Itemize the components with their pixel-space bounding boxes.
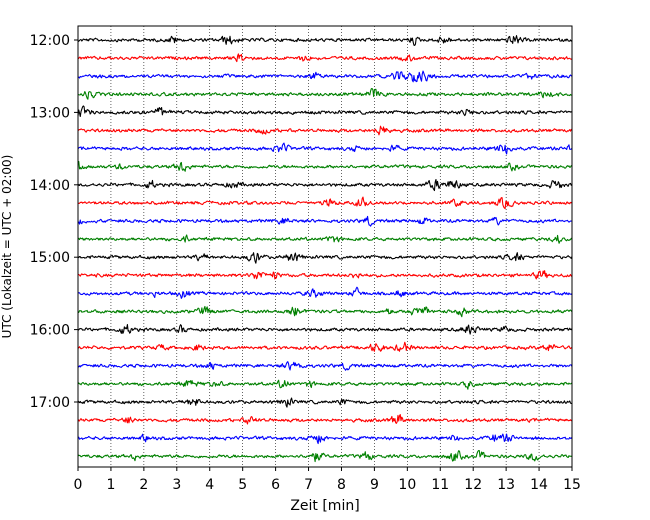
seismic-trace xyxy=(77,234,573,244)
seismic-trace xyxy=(77,105,573,118)
seismic-trace xyxy=(77,160,573,172)
seismic-trace xyxy=(77,449,573,463)
y-tick-label: 13:00 xyxy=(30,105,70,121)
y-tick-label: 16:00 xyxy=(30,323,70,339)
x-tick-label: 7 xyxy=(304,477,313,493)
y-tick-label: 15:00 xyxy=(30,250,70,266)
y-tick-label: 12:00 xyxy=(30,33,70,49)
plot-frame xyxy=(77,25,573,468)
seismic-trace xyxy=(77,88,573,100)
y-tick-label: 14:00 xyxy=(30,178,70,194)
x-tick-label: 8 xyxy=(337,477,346,493)
seismic-trace xyxy=(77,361,573,371)
x-tick-label: 14 xyxy=(530,477,548,493)
seismic-trace xyxy=(77,70,573,83)
seismic-trace xyxy=(77,341,573,352)
x-tick-label: 1 xyxy=(106,477,115,493)
x-tick-label: 9 xyxy=(370,477,379,493)
x-tick-label: 5 xyxy=(238,477,247,493)
seismic-trace xyxy=(77,270,573,280)
y-axis-label: UTC (Lokalzeit = UTC + 02:00) xyxy=(0,155,14,339)
x-tick-label: 13 xyxy=(497,477,515,493)
x-tick-label: 2 xyxy=(139,477,148,493)
seismic-trace xyxy=(77,286,573,299)
trace-group xyxy=(77,35,573,463)
seismic-trace xyxy=(77,252,573,264)
seismic-trace xyxy=(77,397,573,408)
x-tick-label: 4 xyxy=(205,477,214,493)
seismic-trace xyxy=(77,305,573,318)
x-axis-ticks: 0 1 2 3 4 5 6 7 8 9 10 11 12 13 14 15 xyxy=(74,467,581,493)
seismic-trace xyxy=(77,178,573,192)
seismic-trace xyxy=(77,324,573,335)
x-tick-label: 11 xyxy=(431,477,449,493)
seismic-trace xyxy=(77,196,573,210)
x-tick-label: 6 xyxy=(271,477,280,493)
seismic-trace xyxy=(77,379,573,390)
y-tick-label: 17:00 xyxy=(30,395,70,411)
y-axis-ticks: 12:00 13:00 14:00 15:00 16:00 17:00 xyxy=(30,33,78,411)
seismic-trace xyxy=(77,433,573,445)
seismic-trace xyxy=(77,215,573,227)
x-tick-label: 12 xyxy=(464,477,482,493)
x-tick-label: 10 xyxy=(398,477,416,493)
seismic-trace xyxy=(77,125,573,136)
seismic-trace xyxy=(77,53,573,63)
x-tick-label: 0 xyxy=(74,477,83,493)
seismic-trace xyxy=(77,142,573,155)
x-tick-label: 3 xyxy=(172,477,181,493)
x-tick-label: 15 xyxy=(563,477,581,493)
x-axis-label: Zeit [min] xyxy=(290,498,359,514)
seismic-trace xyxy=(77,35,573,46)
seismic-trace xyxy=(77,414,573,425)
